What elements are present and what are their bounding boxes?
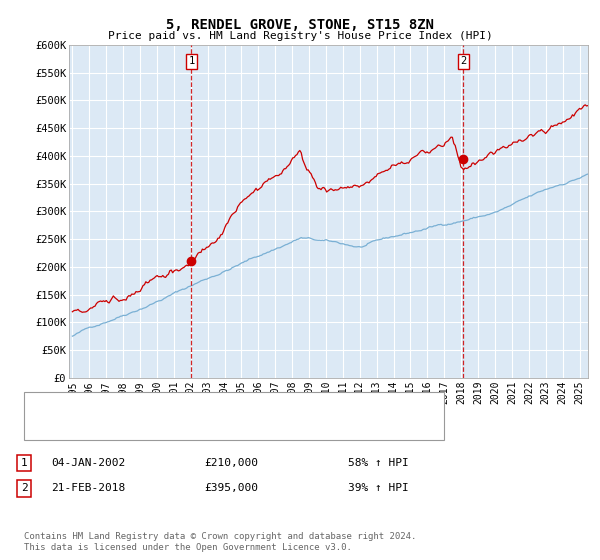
Text: 2: 2 <box>460 57 466 67</box>
Text: £210,000: £210,000 <box>204 458 258 468</box>
Text: 2: 2 <box>20 483 28 493</box>
Text: 5, RENDEL GROVE, STONE, ST15 8ZN (detached house): 5, RENDEL GROVE, STONE, ST15 8ZN (detach… <box>63 399 369 409</box>
Text: 1: 1 <box>20 458 28 468</box>
Text: ———: ——— <box>30 398 53 411</box>
Text: 58% ↑ HPI: 58% ↑ HPI <box>348 458 409 468</box>
Text: Price paid vs. HM Land Registry's House Price Index (HPI): Price paid vs. HM Land Registry's House … <box>107 31 493 41</box>
Text: ———: ——— <box>30 423 53 436</box>
Text: Contains HM Land Registry data © Crown copyright and database right 2024.
This d: Contains HM Land Registry data © Crown c… <box>24 532 416 552</box>
Text: £395,000: £395,000 <box>204 483 258 493</box>
Text: 04-JAN-2002: 04-JAN-2002 <box>51 458 125 468</box>
Text: 39% ↑ HPI: 39% ↑ HPI <box>348 483 409 493</box>
Text: 1: 1 <box>188 57 194 67</box>
Text: 5, RENDEL GROVE, STONE, ST15 8ZN: 5, RENDEL GROVE, STONE, ST15 8ZN <box>166 18 434 32</box>
Text: HPI: Average price, detached house, Stafford: HPI: Average price, detached house, Staf… <box>63 424 338 435</box>
Text: 21-FEB-2018: 21-FEB-2018 <box>51 483 125 493</box>
